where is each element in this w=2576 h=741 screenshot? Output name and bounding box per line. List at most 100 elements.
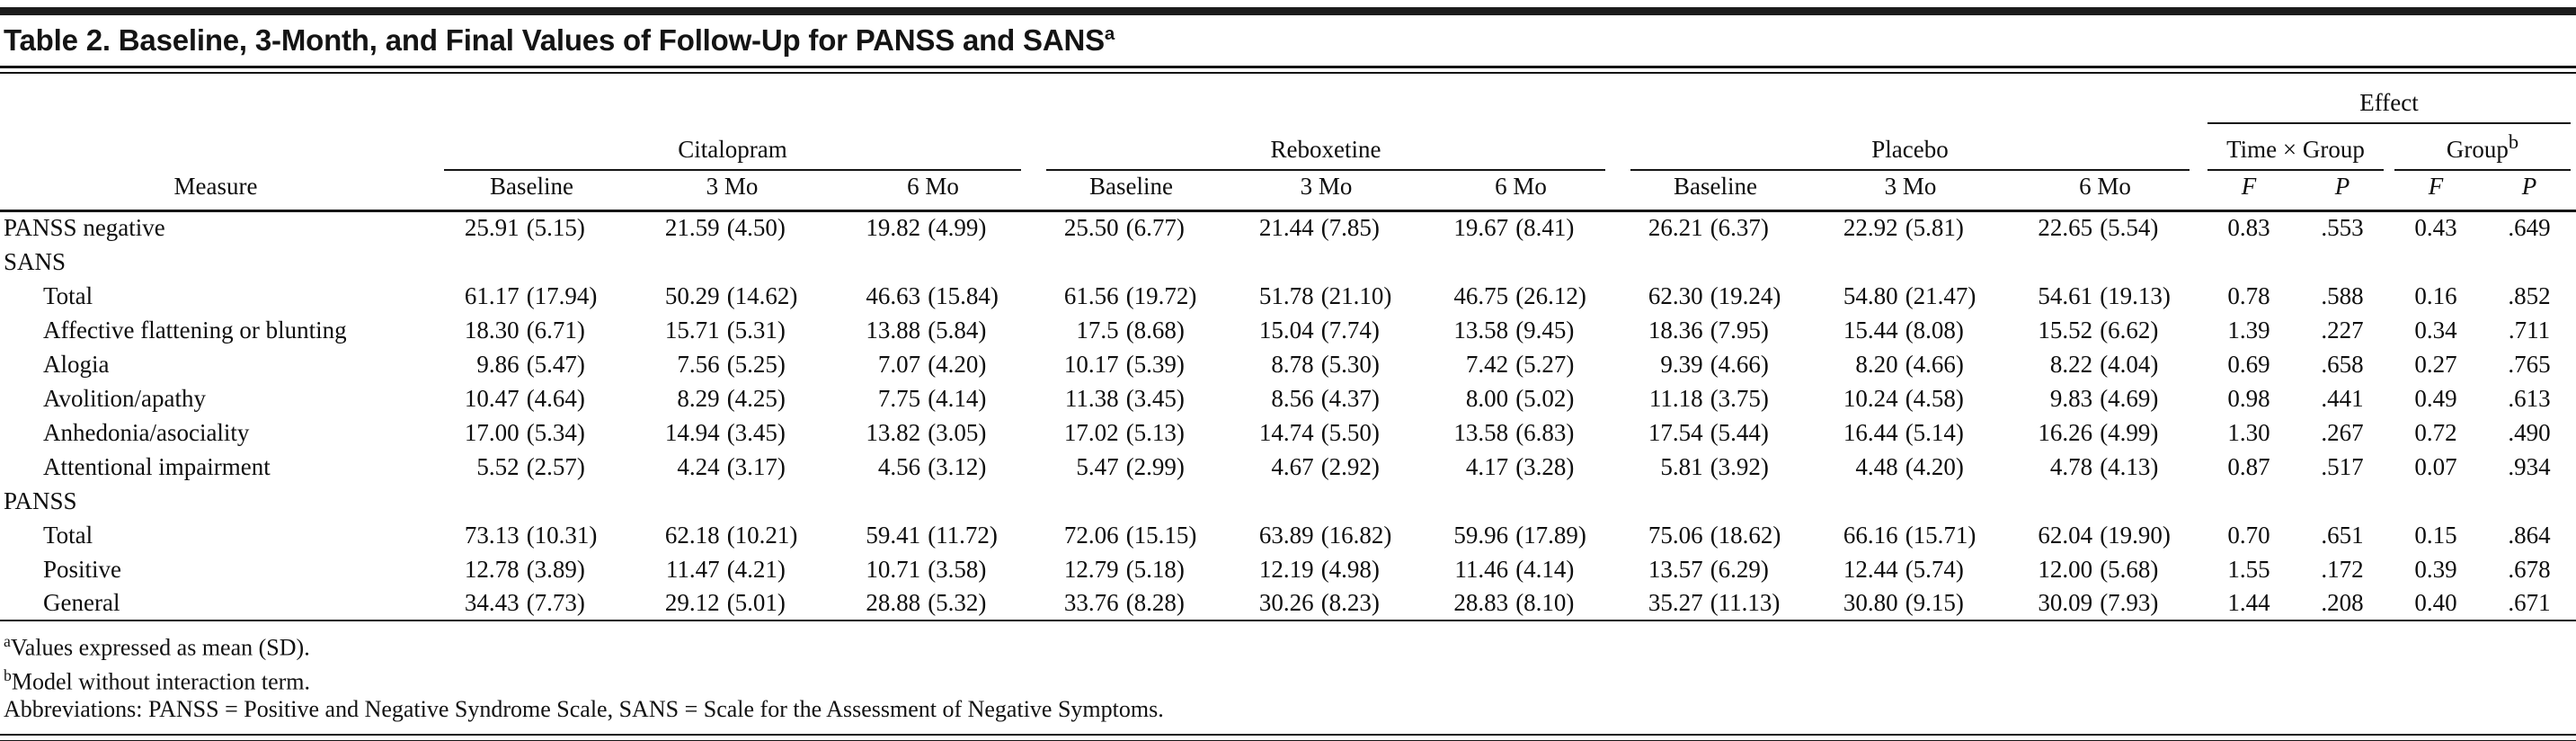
mean-sd-cell: 4.17 (3.28) xyxy=(1465,452,1575,480)
mean-sd-cell: 4.67 (2.92) xyxy=(1271,452,1380,480)
measure-label: Total xyxy=(43,521,93,549)
section-row: PANSS xyxy=(0,484,2576,518)
mean-sd-cell: 13.88 (5.84) xyxy=(866,316,987,344)
mean-sd-cell: 10.17 (5.39) xyxy=(1063,350,1185,378)
f-statistic-cell: 1.30 xyxy=(2227,418,2270,446)
mean-sd-cell: 7.56 (5.25) xyxy=(677,350,786,378)
column-header-measure: Measure xyxy=(173,172,258,200)
f-statistic-cell: 0.72 xyxy=(2414,418,2457,446)
mean-sd-cell xyxy=(632,484,832,518)
footnote-b-text: Model without interaction term. xyxy=(11,668,310,695)
mean-sd-cell: 35.27 (11.13) xyxy=(1648,589,1781,616)
group-label-reboxetine: Reboxetine xyxy=(1270,136,1381,163)
p-value-cell: .588 xyxy=(2321,281,2364,309)
f-statistic-cell: 0.87 xyxy=(2227,452,2270,480)
mean-sd-cell: 8.22 (4.04) xyxy=(2049,350,2159,378)
column-header-reb-6mo: 6 Mo xyxy=(1495,172,1547,200)
mean-sd-cell: 5.52 (2.57) xyxy=(476,452,585,480)
p-value-cell: .441 xyxy=(2321,384,2364,412)
table-row: Alogia 9.86 (5.47) 7.56 (5.25) 7.07 (4.20) 10.1… xyxy=(0,347,2576,381)
column-header-reb-baseline: Baseline xyxy=(1089,172,1173,200)
mean-sd-cell xyxy=(431,484,632,518)
column-header-reb-3mo: 3 Mo xyxy=(1300,172,1353,200)
f-statistic-cell: 0.98 xyxy=(2227,384,2270,412)
f-statistic-cell: 1.39 xyxy=(2227,316,2270,344)
mean-sd-cell xyxy=(1229,245,1424,279)
mean-sd-cell: 30.09 (7.93) xyxy=(2038,589,2159,616)
mean-sd-cell: 26.21 (6.37) xyxy=(1648,214,1769,242)
f-statistic-cell: 0.15 xyxy=(2414,521,2457,549)
footnote-b-marker: b xyxy=(4,665,12,684)
f-statistic-cell xyxy=(2202,245,2296,279)
mean-sd-cell: 72.06 (15.15) xyxy=(1063,521,1197,549)
title-rule-heavy xyxy=(0,66,2576,68)
table-row: Affective flattening or blunting 18.30 (6.… xyxy=(0,313,2576,347)
mean-sd-cell: 7.75 (4.14) xyxy=(877,384,987,412)
title-top-bar xyxy=(0,7,2576,15)
mean-sd-cell: 11.46 (4.14) xyxy=(1454,555,1575,583)
measure-label: SANS xyxy=(4,247,67,275)
mean-sd-cell: 25.50 (6.77) xyxy=(1063,214,1185,242)
measure-label: Affective flattening or blunting xyxy=(43,316,347,344)
mean-sd-cell: 29.12 (5.01) xyxy=(664,589,786,616)
mean-sd-cell: 28.88 (5.32) xyxy=(866,589,987,616)
mean-sd-cell xyxy=(1813,484,2008,518)
title-rule-light xyxy=(0,72,2576,74)
bottom-rule-heavy xyxy=(0,734,2576,737)
table-title: Table 2. Baseline, 3-Month, and Final Va… xyxy=(0,15,2576,66)
mean-sd-cell: 16.26 (4.99) xyxy=(2038,418,2159,446)
mean-sd-cell: 9.83 (4.69) xyxy=(2049,384,2159,412)
mean-sd-cell: 13.58 (9.45) xyxy=(1453,316,1575,344)
group-label-placebo: Placebo xyxy=(1871,136,1949,163)
mean-sd-cell: 18.30 (6.71) xyxy=(464,316,585,344)
effect-header-label: Effect xyxy=(2359,89,2419,116)
table-row: Anhedonia/asociality 17.00 (5.34) 14.94 (3.4… xyxy=(0,415,2576,450)
table-title-footnote-marker: a xyxy=(1104,23,1115,44)
p-value-cell: .711 xyxy=(2508,316,2551,344)
p-value-cell: .651 xyxy=(2321,521,2364,549)
column-header-pla-3mo: 3 Mo xyxy=(1884,172,1937,200)
mean-sd-cell: 73.13 (10.31) xyxy=(464,521,598,549)
f-statistic-cell: 1.55 xyxy=(2227,555,2270,583)
f-statistic-cell: 0.27 xyxy=(2414,350,2457,378)
p-value-cell: .678 xyxy=(2508,555,2551,583)
p-value-cell: .172 xyxy=(2321,555,2364,583)
p-value-cell: .208 xyxy=(2321,589,2364,616)
header-spacer xyxy=(0,79,2202,124)
mean-sd-cell: 46.75 (26.12) xyxy=(1453,281,1586,309)
mean-sd-cell xyxy=(1034,245,1229,279)
group-spanner-placebo: Placebo xyxy=(1618,124,2202,171)
mean-sd-cell xyxy=(1034,484,1229,518)
footnote-b: bModel without interaction term. xyxy=(4,662,2572,696)
mean-sd-cell xyxy=(1618,245,1813,279)
mean-sd-cell: 30.80 (9.15) xyxy=(1843,589,1964,616)
mean-sd-cell: 9.39 (4.66) xyxy=(1660,350,1769,378)
section-row: SANS xyxy=(0,245,2576,279)
mean-sd-cell: 50.29 (14.62) xyxy=(664,281,798,309)
mean-sd-cell: 17.00 (5.34) xyxy=(464,418,585,446)
mean-sd-cell: 15.71 (5.31) xyxy=(664,316,786,344)
f-statistic-cell: 0.07 xyxy=(2414,452,2457,480)
mean-sd-cell xyxy=(632,245,832,279)
p-value-cell: .613 xyxy=(2508,384,2551,412)
f-statistic-cell xyxy=(2202,484,2296,518)
p-value-cell xyxy=(2483,245,2576,279)
mean-sd-cell: 33.76 (8.28) xyxy=(1063,589,1185,616)
paper-table-page: Table 2. Baseline, 3-Month, and Final Va… xyxy=(0,7,2576,741)
footnote-abbreviations: Abbreviations: PANSS = Positive and Nega… xyxy=(4,695,2572,723)
mean-sd-cell: 54.61 (19.13) xyxy=(2038,281,2171,309)
f-statistic-cell: 0.83 xyxy=(2227,214,2270,242)
f-statistic-cell: 0.49 xyxy=(2414,384,2457,412)
table-row: Avolition/apathy 10.47 (4.64) 8.29 (4.25) 7.7… xyxy=(0,381,2576,415)
group-effect-label: Groupb xyxy=(2389,130,2576,169)
mean-sd-cell: 12.79 (5.18) xyxy=(1063,555,1185,583)
mean-sd-cell: 61.56 (19.72) xyxy=(1063,281,1197,309)
mean-sd-cell: 22.65 (5.54) xyxy=(2038,214,2159,242)
column-header-grp-f: F xyxy=(2428,172,2444,200)
mean-sd-cell: 13.82 (3.05) xyxy=(866,418,987,446)
mean-sd-cell: 12.19 (4.98) xyxy=(1258,555,1380,583)
measure-label: Total xyxy=(43,281,93,309)
mean-sd-cell: 4.24 (3.17) xyxy=(677,452,786,480)
mean-sd-cell: 15.52 (6.62) xyxy=(2038,316,2159,344)
f-statistic-cell: 0.70 xyxy=(2227,521,2270,549)
